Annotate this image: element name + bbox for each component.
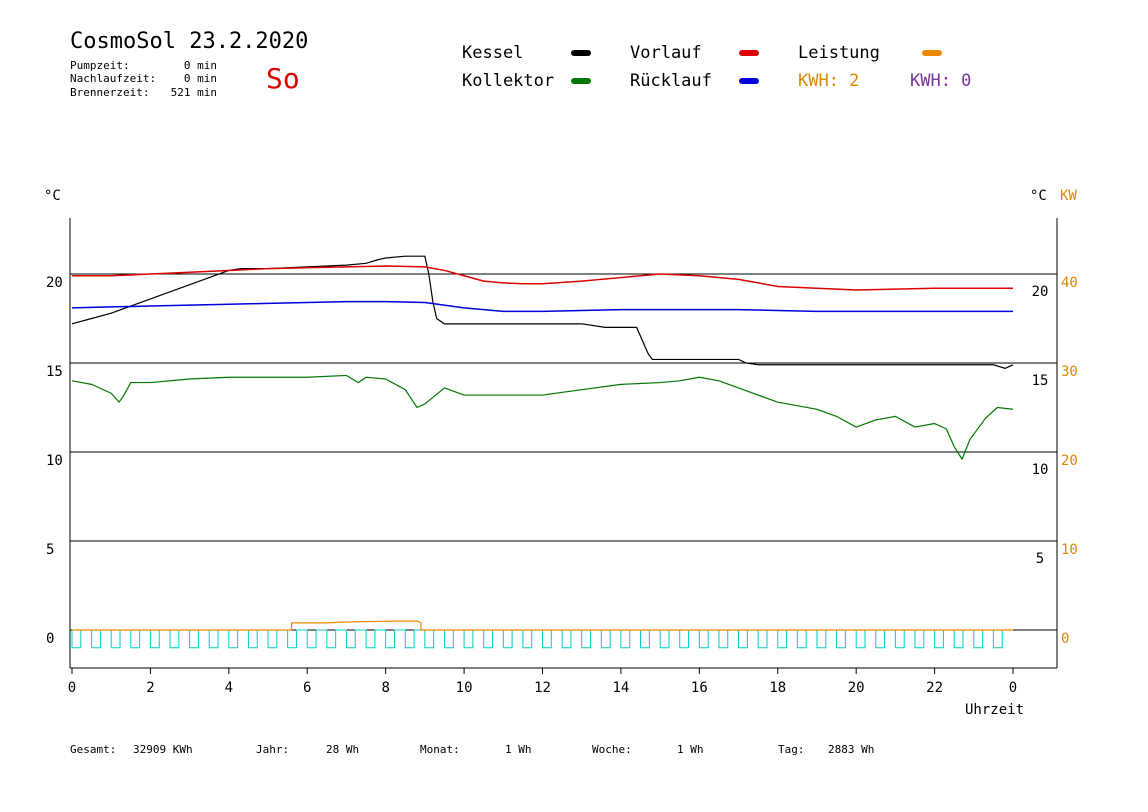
footer-woche-value: 1 Wh [677,743,704,756]
legend-label-kessel: Kessel [462,43,524,63]
footer-jahr-label: Jahr: [256,743,290,756]
footer-jahr-value: 28 Wh [326,743,360,756]
stat-label: Nachlaufzeit: [70,72,157,85]
stat-brennerzeit: Brennerzeit: [70,86,149,99]
series-line-kessel [71,255,1014,369]
x-tick-label: 4 [225,680,233,696]
legend-label-vorlauf: Vorlauf [630,43,702,63]
chart-series [71,255,1014,631]
stat-value: 0 min [183,72,217,85]
y-kw-tick-label: 10 [1061,542,1078,558]
y-tick-label: 20 [46,275,63,291]
left-axis-unit: °C [44,188,61,204]
page-title: CosmoSol 23.2.2020 [70,29,309,54]
footer-monat-value: 1 Wh [505,743,532,756]
chart-ticks: 0 2 4 6 8 10 12 14 16 18 20 22 0 0 5 10 15 20 5 10 15 20 0 10 20… [46,275,1078,696]
stat-label: Pumpzeit: [70,59,130,72]
legend-label-kollektor: Kollektor [462,71,555,91]
pump-pulse-wave [71,629,1013,649]
x-axis-label: Uhrzeit [965,702,1025,718]
x-tick-label: 0 [1009,680,1017,696]
y-tick-label: 15 [46,364,63,380]
legend-swatch-leistung [922,50,942,56]
legend-swatch-kessel [571,50,591,56]
x-tick-label: 18 [769,680,786,696]
stat-nachlaufzeit: Nachlaufzeit: [70,72,156,85]
legend-swatch-ruecklauf [739,78,759,84]
day-label: So [266,62,300,95]
stat-label: Brennerzeit: [70,86,150,99]
series-line-vorlauf [72,265,1013,291]
y-kw-tick-label: 20 [1061,453,1078,469]
footer-gesamt-value: 32909 KWh [133,743,193,756]
legend-label-ruecklauf: Rücklauf [630,71,712,91]
y-right-tick-label: 20 [1032,284,1049,300]
x-tick-label: 0 [68,680,76,696]
footer-tag-label: Tag: [778,743,805,756]
series-line-leistung [72,620,1013,631]
x-tick-label: 12 [534,680,551,696]
x-tick-label: 10 [456,680,473,696]
footer-monat-label: Monat: [420,743,460,756]
series-line-ruecklauf [71,300,1013,313]
stat-value: 0 min [183,59,217,72]
y-right-tick-label: 5 [1036,551,1044,567]
y-right-tick-label: 15 [1032,373,1049,389]
legend-label-leistung: Leistung [798,43,880,63]
pump-pulses [71,629,1013,649]
y-tick-label: 10 [46,453,63,469]
x-tick-label: 22 [926,680,943,696]
right-axis-unit: °C [1030,188,1047,204]
legend-swatch-kollektor [571,78,591,84]
stat-pumpzeit: Pumpzeit: [70,59,130,72]
y-right-tick-label: 10 [1032,462,1049,478]
x-tick-label: 14 [612,680,629,696]
y-kw-tick-label: 0 [1061,631,1069,647]
y-tick-label: 5 [46,542,54,558]
chart-axes [69,218,1058,669]
footer-tag-value: 2883 Wh [828,743,875,756]
x-tick-label: 2 [146,680,154,696]
right-axis-kw-unit: KW [1060,188,1077,204]
stat-value: 521 min [170,86,217,99]
y-kw-tick-label: 30 [1061,364,1078,380]
x-tick-label: 8 [381,680,389,696]
x-tick-label: 6 [303,680,311,696]
legend-kwh-2: KWH: 0 [910,71,972,91]
chart-grid [70,273,1057,631]
x-tick-label: 20 [848,680,865,696]
y-kw-tick-label: 40 [1061,275,1078,291]
x-tick-label: 16 [691,680,708,696]
footer-woche-label: Woche: [592,743,632,756]
footer-gesamt-label: Gesamt: [70,743,117,756]
series-line-kollektor [71,374,1014,460]
legend-swatch-vorlauf [739,50,759,56]
y-tick-label: 0 [46,631,54,647]
legend-kwh-1: KWH: 2 [798,71,860,91]
